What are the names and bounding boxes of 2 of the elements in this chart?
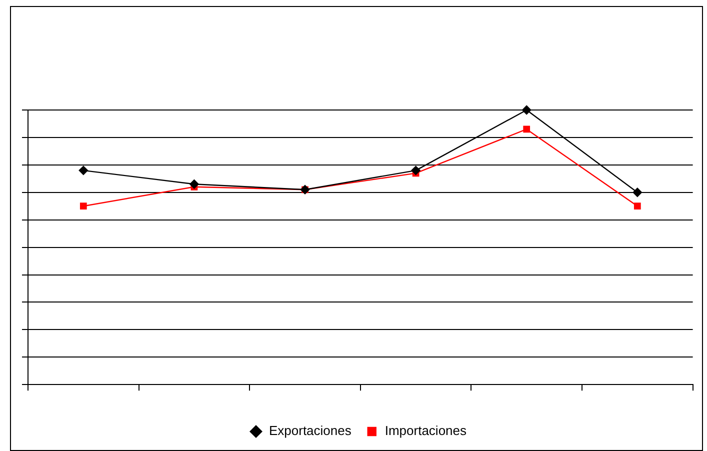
legend-label: Importaciones xyxy=(384,423,468,438)
legend-label: Exportaciones xyxy=(268,423,352,438)
